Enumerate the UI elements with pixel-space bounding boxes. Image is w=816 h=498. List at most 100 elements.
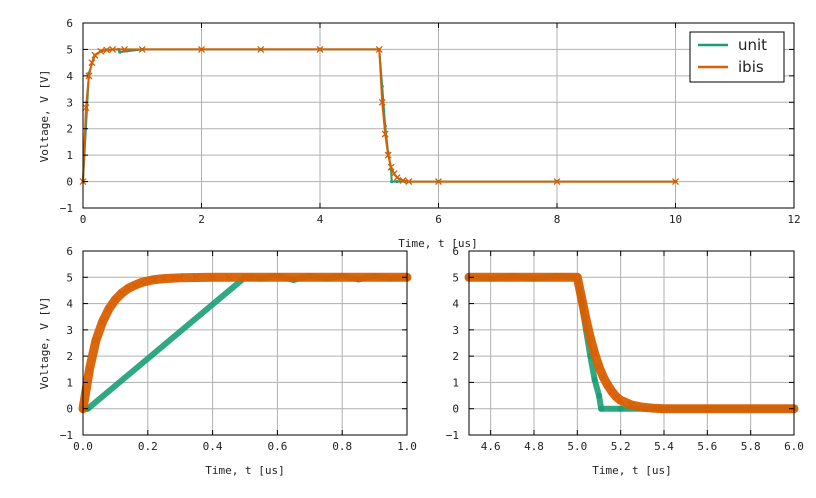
y-tick-label: 0: [66, 176, 73, 189]
y-tick-label: 5: [452, 271, 459, 284]
data-point-ibis: [103, 46, 111, 54]
x-tick-label: 10: [669, 213, 682, 226]
x-tick-label: 0.0: [73, 440, 93, 453]
y-tick-label: 4: [452, 298, 459, 311]
x-tick-label: 5.0: [567, 440, 587, 453]
data-point-ibis: [591, 350, 599, 357]
data-point-ibis: [399, 177, 407, 184]
data-point-ibis: [118, 289, 126, 297]
x-axis-label-top: Time, t [us]: [398, 237, 477, 250]
bottom-right-voltage-plot: 4.6 4.8 5.0 5.2 5.4 5.6 5.8 6.0 −1 0 1 2 3 4 5 6 Time, …: [446, 245, 804, 477]
data-point-unit: [118, 50, 122, 54]
y-tick-label: 3: [66, 96, 73, 109]
data-point-ibis: [192, 274, 200, 282]
legend-box: [689, 31, 785, 83]
data-point-ibis: [387, 163, 395, 171]
y-tick-label: 3: [66, 324, 73, 337]
y-tick-label: 5: [66, 43, 73, 56]
data-point-ibis: [241, 273, 249, 281]
data-point-ibis: [595, 363, 603, 371]
ticks-bottom-right: 4.6 4.8 5.0 5.2 5.4 5.6 5.8 6.0 −1 0 1 2 3 4 5 6: [446, 245, 804, 453]
y-tick-label: −1: [60, 429, 73, 442]
series-bottom-right: [464, 272, 799, 414]
series-top: [79, 45, 679, 186]
data-point-ibis: [604, 381, 612, 389]
x-tick-label: 5.6: [697, 440, 717, 453]
x-tick-label: 6.0: [784, 440, 804, 453]
x-tick-label: 6: [435, 213, 442, 226]
data-point-ibis: [82, 104, 90, 112]
y-tick-label: 0: [66, 403, 73, 416]
data-point-ibis: [170, 274, 178, 282]
data-point-ibis: [209, 273, 217, 281]
data-point-ibis: [160, 275, 168, 283]
data-point-ibis: [121, 45, 128, 53]
x-tick-label: 4.8: [524, 440, 544, 453]
y-tick-label: 1: [452, 376, 459, 389]
series-bottom-left: [78, 272, 412, 414]
y-tick-label: 4: [66, 70, 73, 83]
y-tick-label: 2: [66, 123, 73, 136]
data-point-unit: [598, 405, 605, 412]
data-point-ibis: [97, 47, 105, 55]
data-point-unit: [591, 376, 598, 383]
x-tick-label: 5.2: [611, 440, 631, 453]
x-tick-label: 0.6: [267, 440, 287, 453]
data-point-ibis: [508, 273, 516, 281]
y-tick-label: −1: [446, 429, 459, 442]
data-point-ibis: [86, 365, 93, 373]
axes-frame-bottom-left: [82, 250, 408, 436]
data-point-ibis: [435, 178, 442, 186]
y-tick-label: 1: [66, 376, 73, 389]
data-point-ibis: [105, 305, 113, 313]
axes-frame-bottom-right: [468, 250, 795, 436]
x-tick-label: 0.8: [332, 440, 352, 453]
data-point-ibis: [198, 45, 205, 53]
y-tick-label: 6: [66, 245, 73, 258]
data-point-ibis: [628, 401, 635, 409]
x-axis-label-bottom-left: Time, t [us]: [205, 464, 284, 477]
bottom-left-voltage-plot: 0.0 0.2 0.4 0.6 0.8 1.0 −1 0 1 2 3 4 5 6 Time, t [us]…: [38, 245, 417, 477]
y-tick-label: 3: [452, 324, 459, 337]
y-tick-label: 6: [452, 245, 459, 258]
data-point-ibis: [92, 336, 100, 344]
x-tick-label: 0.4: [203, 440, 223, 453]
x-tick-label: 4: [317, 213, 324, 226]
data-point-ibis: [111, 296, 119, 304]
legend: unit ibis: [689, 31, 785, 83]
y-tick-label: 0: [452, 403, 459, 416]
data-point-ibis: [393, 174, 401, 182]
x-tick-label: 0.2: [138, 440, 158, 453]
x-tick-label: 0: [80, 213, 87, 226]
data-point-ibis: [405, 178, 413, 186]
data-point-ibis: [144, 277, 152, 285]
data-point-ibis: [88, 59, 96, 67]
data-point-ibis: [85, 72, 93, 80]
data-point-ibis: [703, 405, 711, 413]
data-point-ibis: [660, 405, 668, 413]
data-point-ibis: [672, 178, 679, 186]
y-tick-label: 4: [66, 298, 73, 311]
data-point-unit: [395, 179, 399, 184]
data-point-ibis: [638, 403, 646, 411]
data-point-ibis: [257, 45, 265, 53]
x-tick-label: 8: [554, 213, 561, 226]
x-tick-label: 5.4: [654, 440, 674, 453]
series-line-ibis: [78, 272, 412, 414]
data-point-unit: [617, 405, 624, 412]
series-line-ibis: [464, 272, 799, 414]
data-point-ibis: [582, 315, 590, 323]
data-point-ibis: [378, 98, 386, 106]
data-point-ibis: [176, 274, 184, 282]
x-tick-label: 5.8: [741, 440, 761, 453]
data-point-ibis: [124, 284, 132, 292]
x-tick-label: 2: [198, 213, 205, 226]
y-tick-label: 2: [66, 350, 73, 363]
data-point-ibis: [599, 373, 607, 381]
data-point-ibis: [381, 130, 389, 138]
x-tick-label: 4.6: [481, 440, 501, 453]
data-point-ibis: [649, 404, 657, 412]
